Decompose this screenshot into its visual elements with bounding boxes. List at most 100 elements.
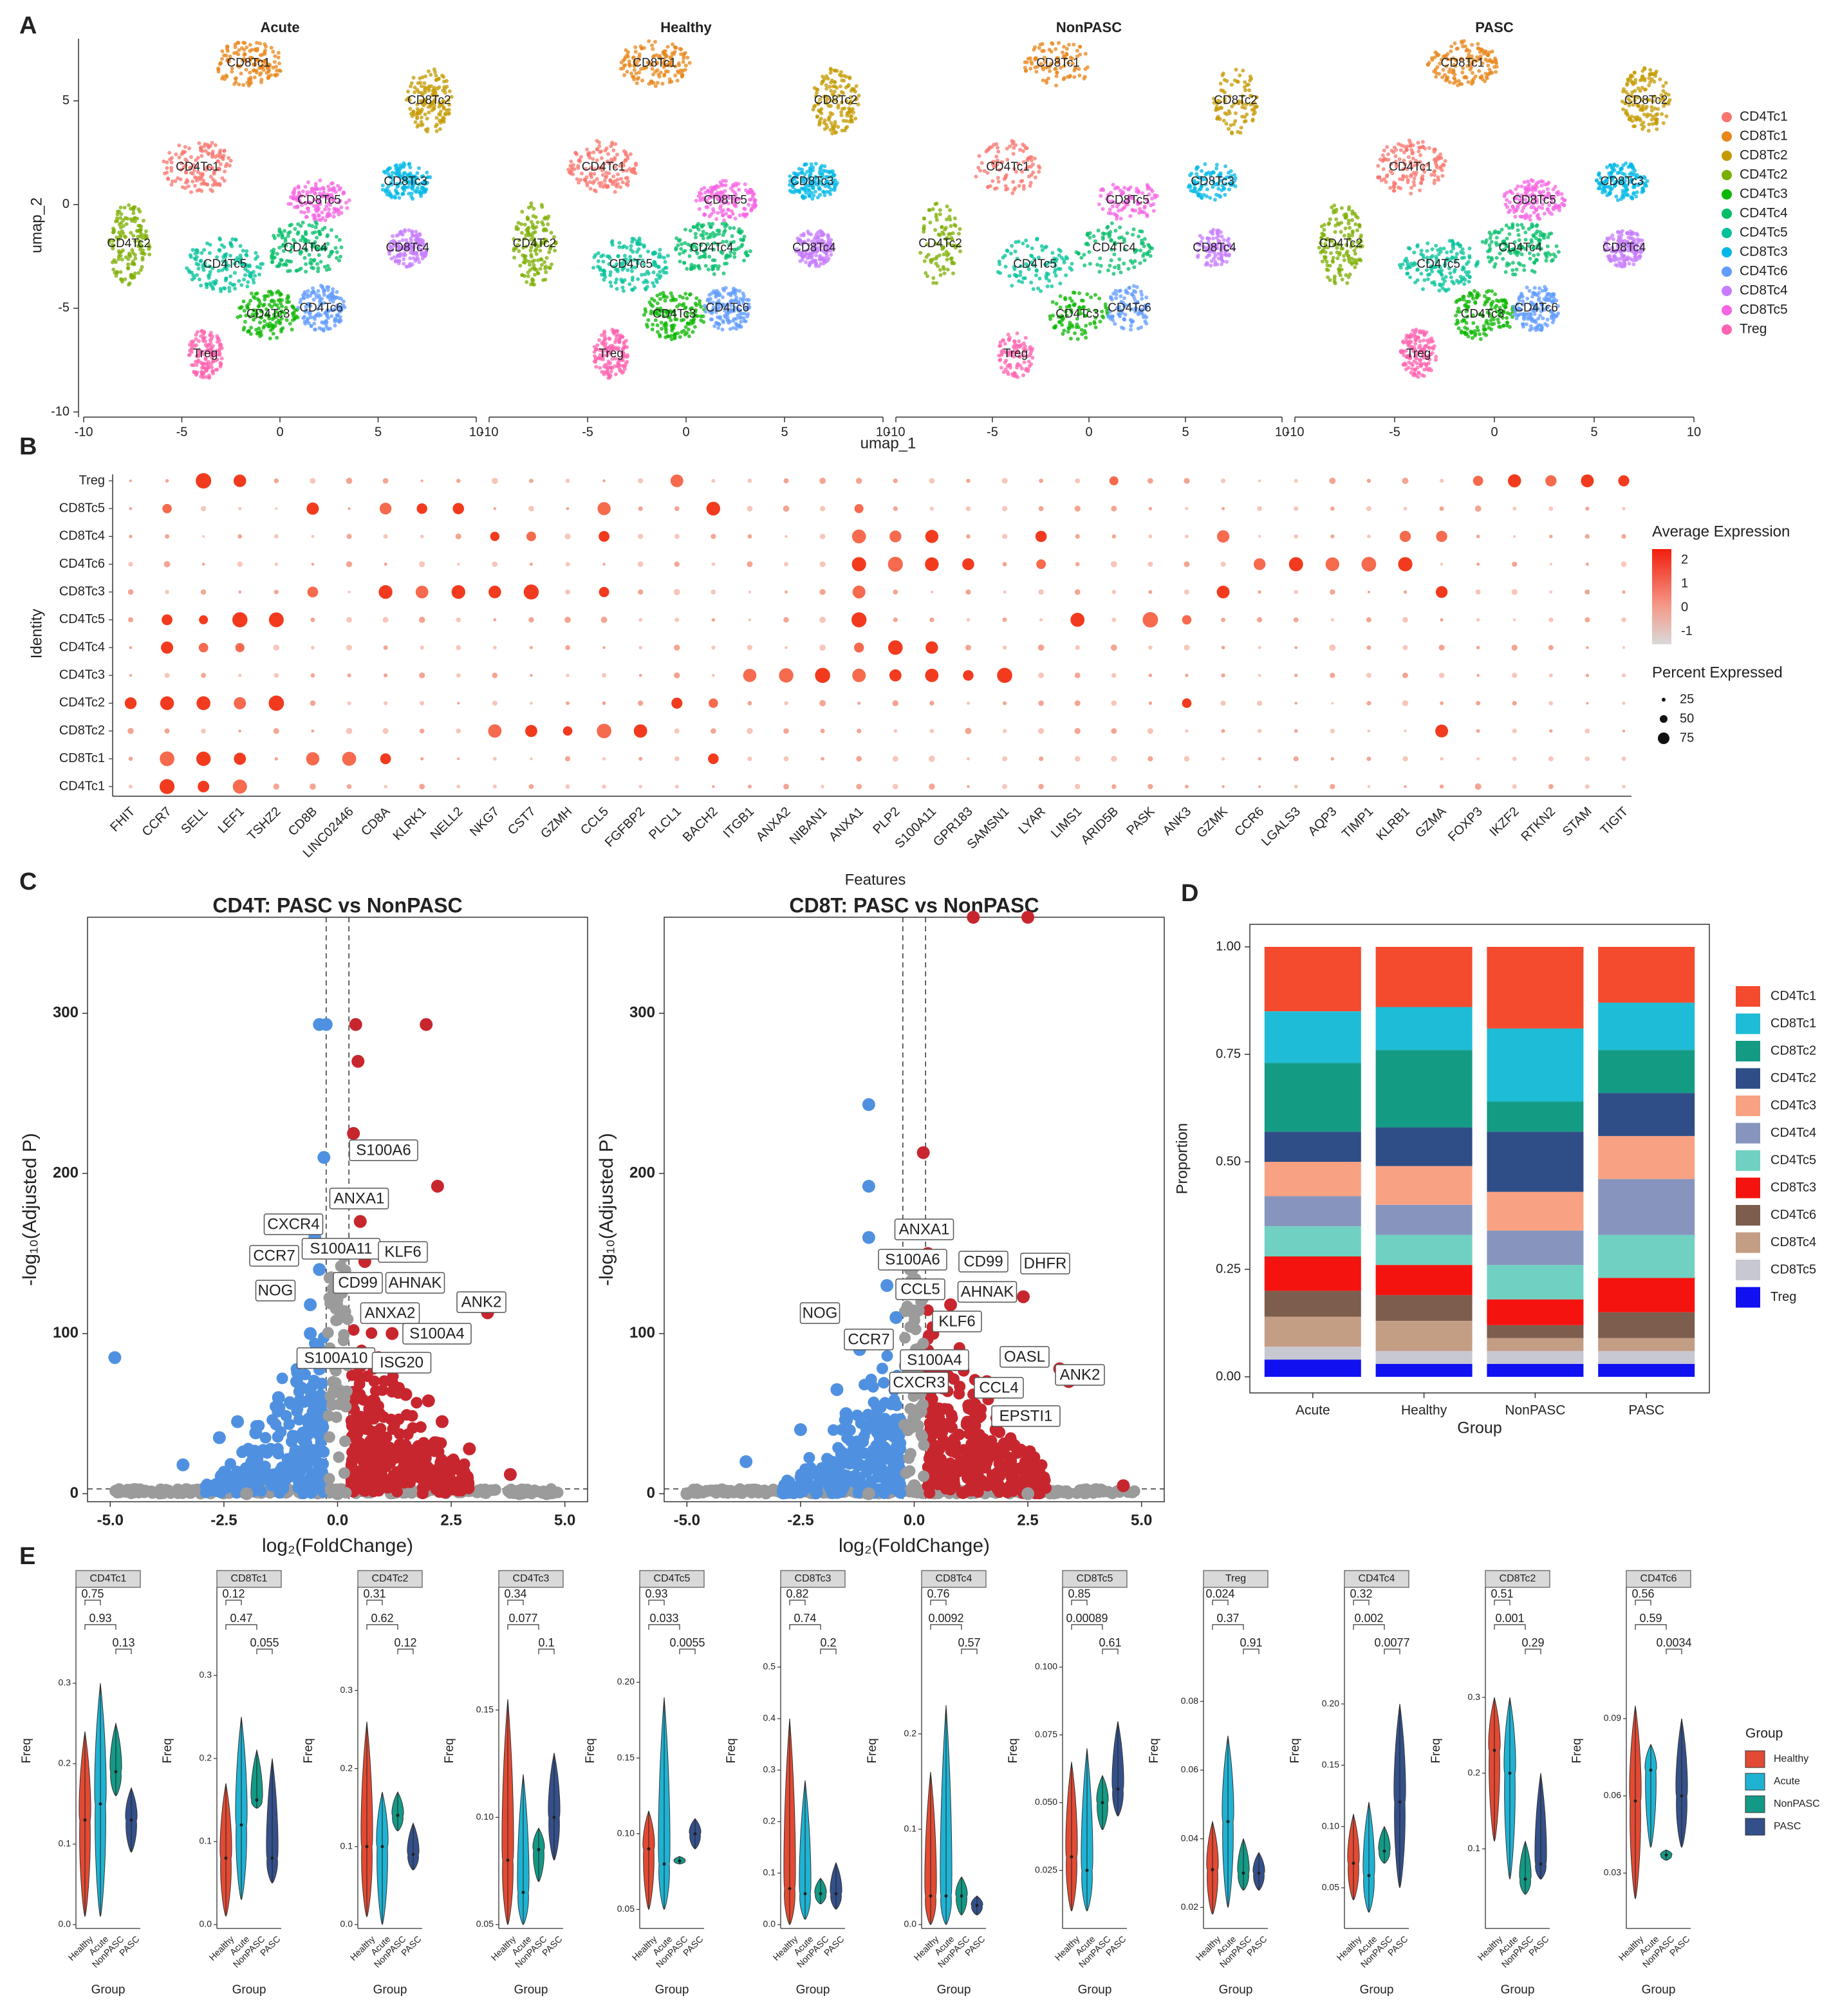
umap-point [1108, 263, 1112, 268]
umap-point [263, 51, 267, 56]
umap-point [1003, 342, 1007, 346]
umap-point [111, 243, 116, 248]
umap-point [320, 247, 324, 251]
umap-point [704, 232, 709, 236]
umap-point [663, 259, 667, 264]
umap-point [224, 53, 228, 58]
umap-point [620, 180, 625, 185]
umap-point [209, 174, 213, 179]
umap-point [265, 66, 270, 70]
umap-point [661, 290, 665, 295]
umap-point [576, 166, 581, 170]
umap-point [833, 120, 837, 124]
umap-point [1003, 367, 1008, 371]
umap-point [1135, 189, 1138, 194]
umap-point [165, 160, 169, 165]
umap-point [534, 225, 539, 229]
umap-point [994, 186, 999, 191]
umap-point [1029, 155, 1034, 160]
umap-point [633, 50, 638, 54]
umap-point [248, 55, 252, 60]
umap-point [809, 232, 813, 237]
umap-point [404, 243, 409, 247]
umap-point [1073, 331, 1077, 335]
umap-point [662, 323, 667, 328]
cluster-label: CD8Tc1 [227, 57, 270, 70]
umap-point [261, 326, 266, 330]
umap-point [269, 46, 274, 50]
umap-point [1020, 366, 1024, 371]
umap-point [339, 205, 344, 210]
umap-point [1146, 251, 1150, 255]
umap-point [613, 142, 618, 146]
umap-point [1453, 41, 1457, 46]
umap-point [951, 271, 955, 275]
umap-point [1067, 42, 1071, 47]
umap-point [1128, 214, 1133, 218]
umap-point [1081, 299, 1085, 303]
umap-point [281, 249, 286, 253]
umap-point [606, 152, 610, 156]
umap-point [213, 143, 218, 147]
umap-point [602, 334, 607, 339]
umap-facet-acute: Acute-10 -5 0 5 10-10-505umap_2CD8Tc1CD8Tc2C… [28, 19, 483, 439]
umap-point [133, 271, 137, 275]
umap-point [1010, 283, 1014, 288]
umap-point [627, 282, 632, 286]
umap-point [804, 260, 808, 265]
umap-point [207, 152, 211, 156]
umap-point [293, 316, 297, 321]
umap-point [1242, 85, 1247, 89]
umap-point [118, 205, 123, 210]
umap-point [1010, 244, 1014, 248]
umap-point [383, 171, 387, 175]
umap-point [283, 236, 288, 241]
umap-point [1394, 147, 1399, 152]
umap-point [177, 155, 181, 160]
umap-point [1389, 149, 1394, 153]
x-tick-label: -10 [480, 425, 499, 439]
umap-point [303, 185, 308, 189]
umap-point [268, 328, 273, 333]
umap-point [312, 257, 317, 262]
umap-point [536, 271, 541, 275]
umap-point [213, 179, 218, 183]
cluster-cd8tc4 [387, 228, 429, 269]
x-tick-label: -5 [987, 425, 998, 439]
umap-point [526, 270, 530, 275]
umap-point [692, 324, 697, 329]
umap-point [1021, 183, 1026, 188]
cluster-label: CD8Tc3 [384, 174, 427, 188]
umap-point [687, 334, 691, 339]
cluster-label: CD4Tc3 [653, 308, 696, 321]
umap-point [413, 86, 417, 89]
umap-point [627, 64, 632, 68]
umap-point [701, 236, 705, 241]
umap-point [1464, 48, 1469, 53]
umap-point [117, 222, 122, 227]
umap-point [1460, 70, 1465, 75]
umap-point [297, 185, 301, 190]
umap-point [721, 320, 725, 324]
umap-point [798, 259, 803, 263]
umap-point [1412, 176, 1417, 181]
umap-point [317, 293, 321, 297]
umap-point [603, 337, 608, 342]
umap-point [728, 327, 732, 331]
umap-point [303, 201, 308, 205]
umap-point [208, 243, 212, 247]
umap-point [933, 228, 938, 232]
umap-point [1624, 82, 1629, 87]
umap-point [258, 334, 262, 339]
facet-title: Acute [260, 19, 299, 35]
panel-letter: A [19, 12, 37, 39]
umap-point [625, 176, 629, 180]
umap-point [337, 317, 342, 322]
umap-point [1016, 239, 1021, 244]
umap-point [1113, 322, 1117, 326]
umap-point [218, 353, 222, 357]
umap-point [650, 327, 655, 331]
umap-point [682, 51, 686, 56]
umap-point [434, 93, 439, 98]
umap-point [276, 298, 281, 303]
